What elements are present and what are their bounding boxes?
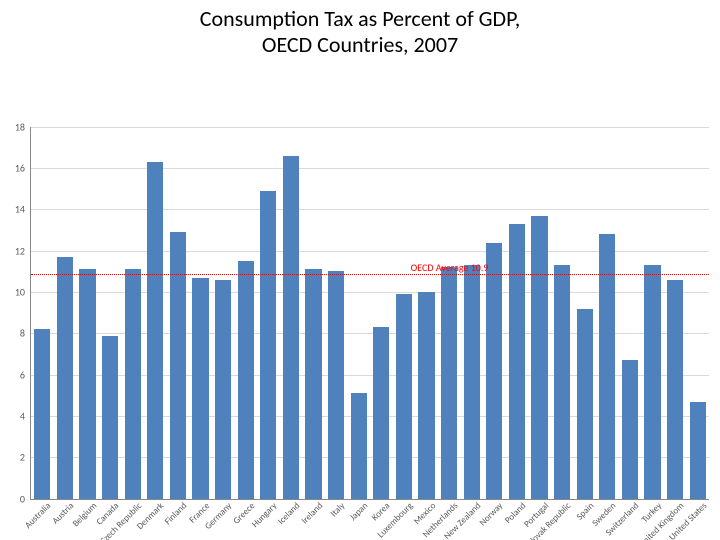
y-tick-label: 12 [15,244,31,257]
bar [644,265,660,499]
bar [351,393,367,498]
x-tick-label: Norway [476,499,505,528]
x-tick-label: Finland [161,499,189,527]
bar [215,280,231,499]
y-tick-label: 2 [20,451,31,464]
reference-line [31,274,709,275]
x-tick-label: Iceland [274,499,302,527]
bar [554,265,570,499]
y-tick-label: 6 [20,368,31,381]
bar [667,280,683,499]
y-tick-label: 16 [15,162,31,175]
y-tick-label: 18 [15,120,31,133]
gridline [31,127,709,128]
bar [283,156,299,499]
reference-label: OECD Average 10.9 [411,261,489,274]
bar [305,269,321,498]
bar [79,269,95,498]
bar [577,309,593,499]
y-tick-label: 4 [20,410,31,423]
bar [57,257,73,499]
bar [509,224,525,499]
title-line-2: OECD Countries, 2007 [262,31,458,58]
x-tick-label: Japan [346,499,370,523]
bar [373,327,389,499]
bar [260,191,276,499]
bar [622,360,638,498]
y-tick-label: 10 [15,286,31,299]
bar [531,216,547,499]
bar [464,265,480,499]
gridline [31,168,709,169]
bar [441,267,457,498]
bar [125,269,141,498]
title-line-1: Consumption Tax as Percent of GDP, [200,5,520,32]
plot-area: 024681012141618AustraliaAustriaBelgiumCa… [30,127,709,500]
bar [328,271,344,498]
x-tick-label: Belgium [69,499,99,529]
bar [147,162,163,499]
bar [690,402,706,499]
bar [238,261,254,499]
y-tick-label: 0 [20,492,31,505]
chart-title: Consumption Tax as Percent of GDP, OECD … [0,0,720,59]
bar [418,292,434,499]
x-tick-label: Italy [327,499,347,519]
bar [102,336,118,499]
bar [170,232,186,499]
bar [486,243,502,499]
bar [192,278,208,499]
bar [34,329,50,498]
y-tick-label: 8 [20,327,31,340]
x-tick-label: Ireland [297,499,324,526]
y-tick-label: 14 [15,203,31,216]
gridline [31,209,709,210]
bar [396,294,412,499]
